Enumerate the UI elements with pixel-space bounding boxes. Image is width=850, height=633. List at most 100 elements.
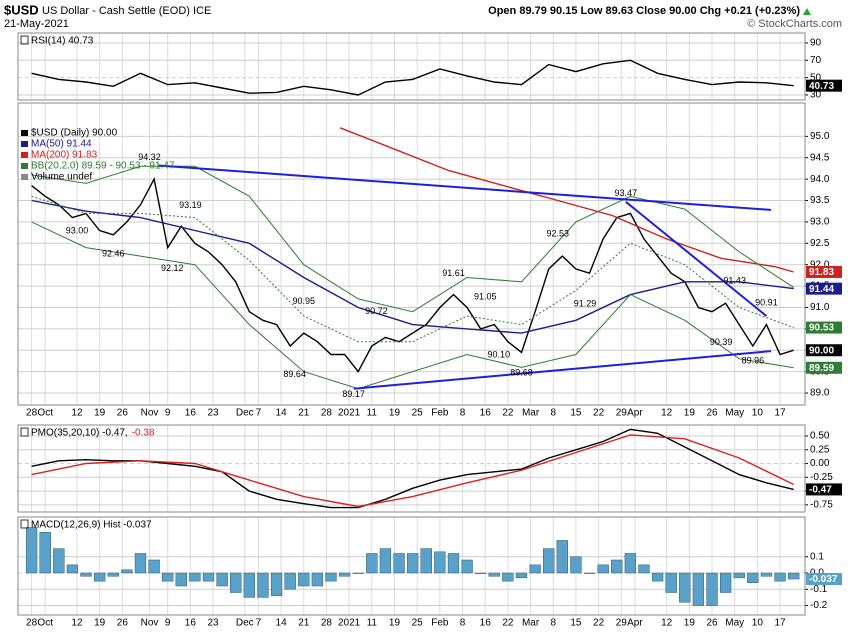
histogram-bar [175,572,187,587]
x-tick-label: 7 [256,408,262,419]
trendline [353,350,772,390]
legend-marker [21,141,28,147]
value-tag-label: 91.83 [809,267,834,278]
histogram-bar [434,551,446,574]
y-tick-label: 30 [810,90,822,101]
x-tick-label: 29 [616,408,628,419]
legend-label: Volume undef [31,172,92,183]
histogram-bar [747,572,759,583]
x-tick-label: 12 [71,618,83,629]
histogram-bar [447,553,460,574]
y-tick-label: 70 [810,55,822,66]
x-tick-label: Feb [431,408,449,419]
value-tag [806,321,842,334]
x-tick-label: Dec [236,618,254,629]
x-tick-label: 28 [321,618,333,629]
x-tick-label: 22 [593,408,605,419]
histogram-bar [611,559,623,574]
x-tick-label: Oct [37,408,53,419]
y-tick-label: 92.0 [810,259,830,270]
histogram-bar [393,553,405,574]
price-label: 89.68 [510,367,533,377]
y-tick-label: -0.75 [810,499,833,510]
legend-label: PMO(35,20,10) -0.47, [31,428,128,439]
symbol: $USD [4,2,39,17]
histogram-bar [325,572,337,582]
histogram-bar [406,553,419,574]
value-tag-label: 91.44 [809,284,834,295]
x-tick-label: Oct [37,618,53,629]
histogram-bar [665,572,677,593]
price-label: 91.43 [723,275,746,285]
x-tick-label: 8 [550,618,556,629]
price-label: 91.05 [474,292,497,302]
x-tick-label: 11 [367,618,378,629]
up-arrow [803,8,811,15]
value-tag-label: -0.037 [809,574,838,585]
price-label: 89.96 [742,355,765,365]
x-tick-label: 19 [94,618,106,629]
value-tag [806,483,842,496]
histogram-bar [543,548,555,574]
price-label: 93.00 [66,225,89,235]
legend-marker [21,130,28,136]
panel-icon [20,427,29,437]
x-tick-label: 22 [502,618,514,629]
y-tick-label: -0.25 [810,472,833,483]
x-tick-label: 25 [412,618,424,629]
histogram-bar [760,572,773,577]
legend-label: $USD (Daily) 90.00 [31,128,118,139]
panel [18,33,805,100]
histogram-bar [706,572,718,606]
y-tick-label: 0.25 [810,444,830,455]
histogram-bar [502,572,514,582]
panel-border [17,102,806,406]
value-tag-label: 40.73 [809,81,834,92]
x-tick-label: 10 [752,618,764,629]
histogram-bar [230,572,242,593]
y-tick-label: 89.0 [810,388,830,399]
x-tick-label: 21 [298,618,310,629]
histogram-bar [570,556,582,574]
histogram-bar [366,553,378,574]
x-tick-label: 14 [276,408,288,419]
histogram-bar [679,572,691,603]
x-tick-label: 8 [460,408,466,419]
price-label: 90.91 [755,298,778,308]
trendline [158,164,772,211]
histogram-bar [515,572,528,579]
histogram-bar [788,572,800,580]
value-tag-label: -0.47 [809,485,832,496]
y-tick-label: 94.5 [810,152,830,163]
series-line [31,199,794,334]
x-tick-label: 11 [367,408,378,419]
x-tick-label: 8 [550,408,556,419]
panel-title: MACD(12,26,9) Hist -0.037 [31,520,152,531]
price-label: 89.17 [342,389,365,399]
x-tick-label: 22 [593,618,605,629]
x-tick-label: 25 [412,408,424,419]
price-label: 90.72 [365,306,388,316]
y-tick-label: 94.0 [810,174,830,185]
x-tick-label: 16 [185,408,197,419]
value-tag-label: 90.53 [809,323,834,334]
panel-icon [20,35,29,45]
series-line [31,177,794,373]
y-tick-label: 50 [810,72,822,83]
x-tick-label: 16 [185,618,197,629]
panel-border [17,32,806,101]
x-tick-label: 23 [207,408,219,419]
price-label: 90.39 [710,337,733,347]
histogram-bar [284,572,296,590]
value-tag [806,361,842,374]
x-tick-label: 16 [480,408,492,419]
histogram-bar [624,553,637,574]
legend-label: MA(200) 91.83 [31,150,98,161]
histogram-bar [774,572,786,582]
histogram-bar [556,540,568,574]
value-tag [806,79,842,92]
y-tick-label: 93.0 [810,217,830,228]
histogram-bar [352,572,364,574]
x-tick-label: 17 [774,618,786,629]
y-tick-label: -0.1 [810,584,828,595]
